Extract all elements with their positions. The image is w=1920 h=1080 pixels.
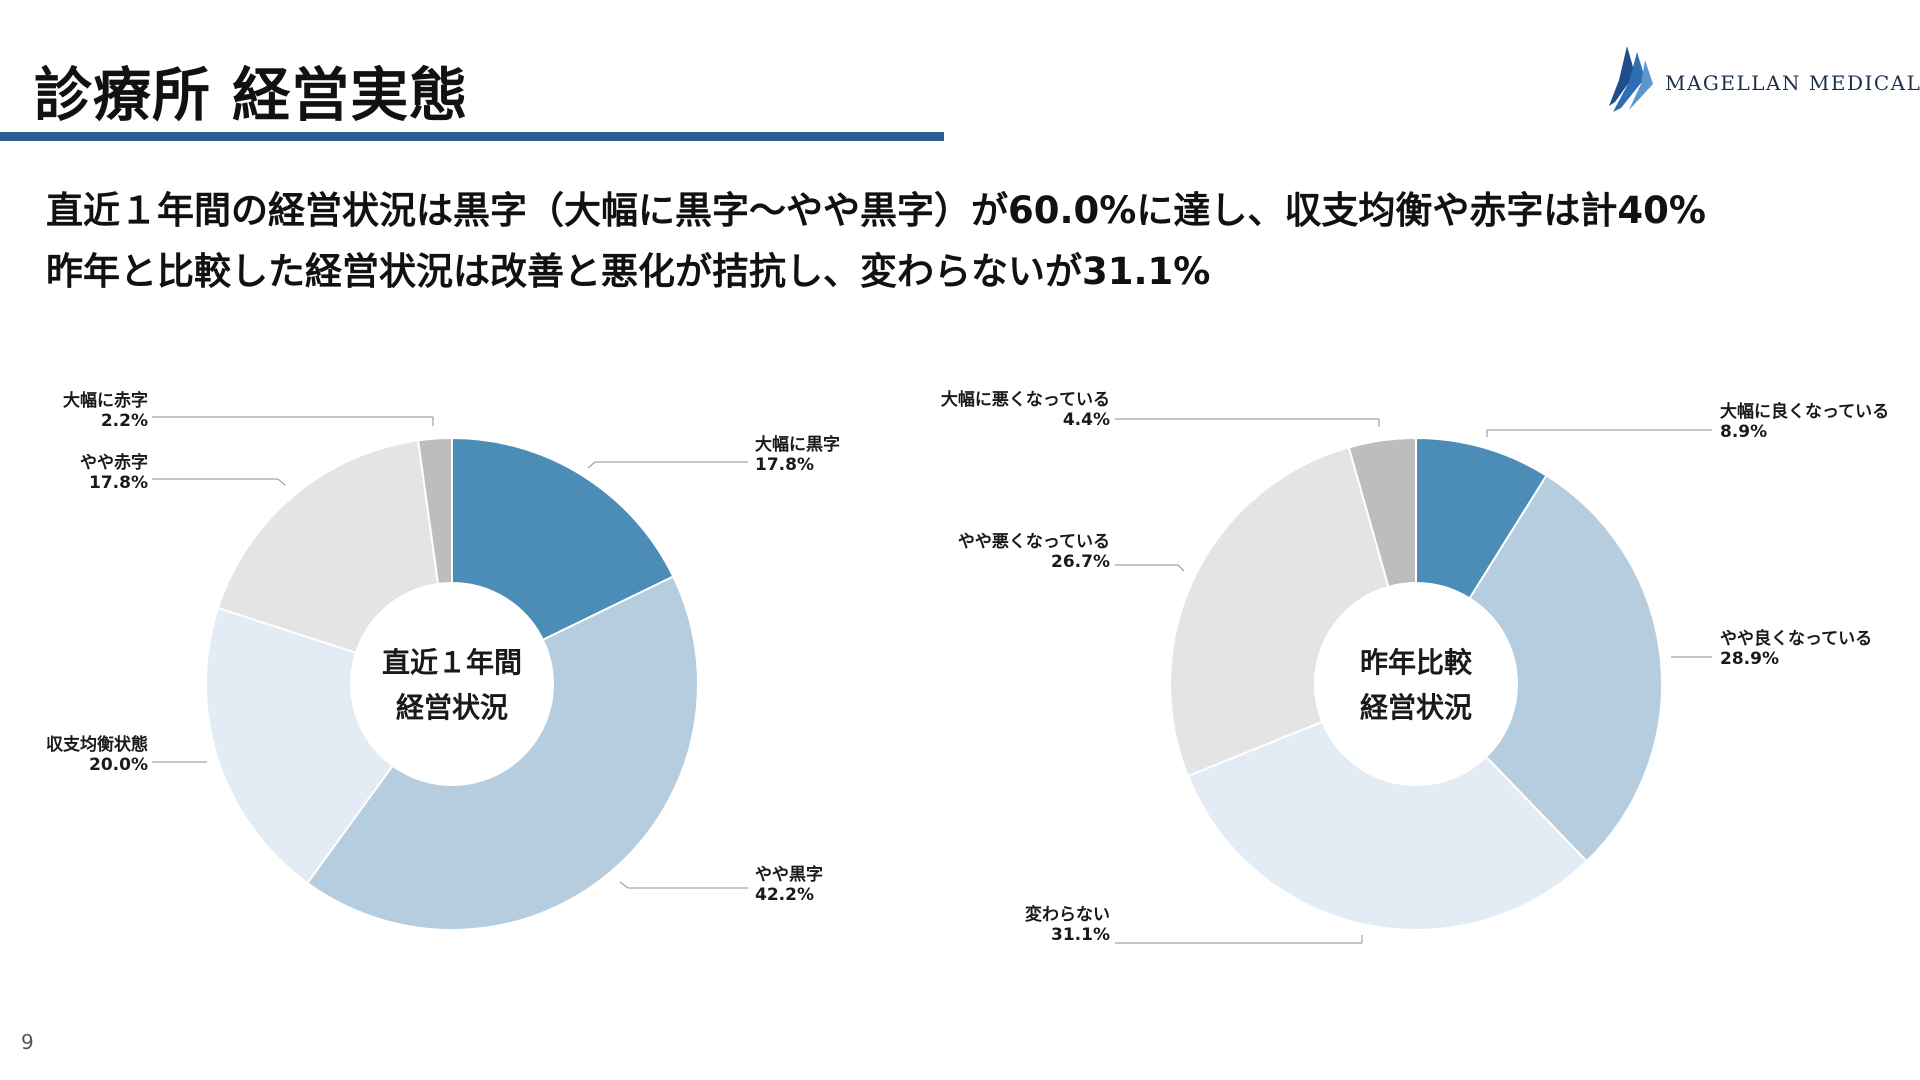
chart-2-slice-2-label: やや良くなっている	[1720, 628, 1872, 649]
chart-1-slice-3	[205, 606, 395, 885]
chart-2-slice-5-label: 大幅に悪くなっている	[941, 389, 1110, 410]
logo-wordmark: MAGELLAN MEDICAL	[1665, 71, 1920, 95]
chart-1-slice-1-leader-tick	[587, 461, 596, 469]
chart-1-center-label-2: 経営状況	[396, 691, 508, 724]
chart-2-slice-4-leader-tick	[1177, 564, 1185, 572]
chart-1-slice-2	[306, 575, 699, 931]
chart-2-slice-5	[1347, 436, 1417, 589]
page-title: 診療所 経営実態	[34, 61, 469, 129]
chart-2-slice-4	[1169, 446, 1390, 778]
title-underline	[0, 132, 944, 141]
headline-line-2: 昨年と比較した経営状況は改善と悪化が拮抗し、変わらないが31.1%	[46, 250, 1211, 293]
page-number: 9	[21, 1030, 34, 1054]
chart-2-slice-2-value: 28.9%	[1720, 649, 1779, 669]
chart-1-slice-4	[216, 439, 440, 655]
chart-2-slice-5-value: 4.4%	[1063, 410, 1110, 430]
chart-1-center-label-1: 直近１年間	[382, 646, 522, 679]
chart-1-slice-1-value: 17.8%	[755, 455, 814, 475]
chart-2-slice-2	[1468, 474, 1663, 863]
chart-1-slice-5-label: 大幅に赤字	[63, 390, 148, 411]
donut-charts: 大幅に黒字17.8%やや黒字42.2%収支均衡状態20.0%やや赤字17.8%大…	[46, 389, 1889, 945]
chart-1-slice-1-label: 大幅に黒字	[755, 434, 840, 455]
chart-area: 大幅に黒字 17.8% やや黒字 42.2% 収支均衡状態 20.0% やや赤字 17.8% 大…	[0, 380, 1920, 990]
chart-1-slice-4-label: やや赤字	[80, 452, 148, 473]
headline-line-1: 直近１年間の経営状況は黒字（大幅に黒字～やや黒字）が60.0%に達し、収支均衡や…	[46, 189, 1706, 232]
chart-1-slice-5	[416, 436, 453, 586]
chart-1-slice-5-value: 2.2%	[101, 411, 148, 431]
chart-2-slice-1-label: 大幅に良くなっている	[1720, 401, 1889, 422]
chart-2-slice-1-value: 8.9%	[1720, 422, 1767, 442]
chart-1-slice-1	[451, 436, 675, 642]
chart-2-slice-3	[1186, 720, 1589, 931]
chart-1-slice-4-value: 17.8%	[89, 473, 148, 493]
chart-1-slice-2-leader-tick	[619, 881, 629, 889]
chart-2-slice-4-value: 26.7%	[1051, 552, 1110, 572]
chart-1-slice-2-label: やや黒字	[755, 864, 823, 885]
chart-1-slice-4-leader-tick	[277, 478, 286, 486]
donut-chart-1: 大幅に黒字17.8%やや黒字42.2%収支均衡状態20.0%やや赤字17.8%大…	[46, 390, 840, 931]
chart-2-slice-3-label: 変わらない	[1025, 904, 1110, 925]
company-logo: MAGELLAN MEDICAL	[1605, 44, 1920, 114]
chart-2-slice-4-label: やや悪くなっている	[958, 532, 1110, 552]
chart-1-slice-3-value: 20.0%	[89, 755, 148, 775]
sail-logo-icon	[1609, 46, 1653, 112]
chart-1-slice-3-label: 収支均衡状態	[46, 734, 148, 755]
chart-2-center-label-1: 昨年比較	[1360, 646, 1473, 679]
chart-1-slice-2-value: 42.2%	[755, 885, 814, 905]
chart-2-slice-3-value: 31.1%	[1051, 925, 1110, 945]
chart-2-center-label-2: 経営状況	[1360, 691, 1472, 724]
